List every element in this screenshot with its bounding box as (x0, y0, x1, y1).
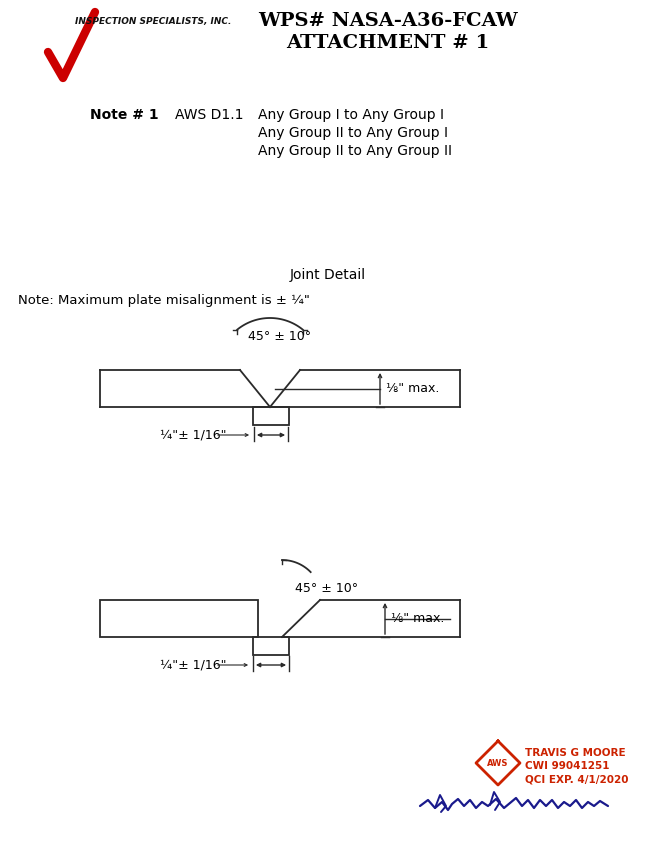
Text: ¼"± 1/16": ¼"± 1/16" (160, 659, 227, 672)
Text: 45° ± 10°: 45° ± 10° (295, 582, 358, 594)
Text: Any Group II to Any Group II: Any Group II to Any Group II (258, 144, 452, 158)
Text: WPS# NASA-A36-FCAW: WPS# NASA-A36-FCAW (258, 12, 518, 30)
Text: ATTACHMENT # 1: ATTACHMENT # 1 (287, 34, 490, 52)
Text: AWS D1.1: AWS D1.1 (175, 108, 244, 122)
Text: ⅛" max.: ⅛" max. (391, 612, 444, 625)
Text: QCI EXP. 4/1/2020: QCI EXP. 4/1/2020 (525, 774, 629, 784)
Text: AWS: AWS (487, 758, 509, 767)
Text: INSPECTION SPECIALISTS, INC.: INSPECTION SPECIALISTS, INC. (75, 17, 231, 26)
Text: ¼"± 1/16": ¼"± 1/16" (160, 428, 227, 442)
Text: CWI 99041251: CWI 99041251 (525, 761, 609, 771)
Text: Note # 1: Note # 1 (90, 108, 158, 122)
Bar (100, 600, 258, 637)
Text: Any Group II to Any Group I: Any Group II to Any Group I (258, 126, 448, 140)
Text: 45° ± 10°: 45° ± 10° (248, 330, 311, 343)
Text: Any Group I to Any Group I: Any Group I to Any Group I (258, 108, 444, 122)
Text: Note: Maximum plate misalignment is ± ¼": Note: Maximum plate misalignment is ± ¼" (18, 294, 310, 307)
Bar (253, 637, 289, 655)
Text: TRAVIS G MOORE: TRAVIS G MOORE (525, 748, 625, 758)
Text: Joint Detail: Joint Detail (290, 268, 366, 282)
Bar (253, 407, 289, 425)
Text: ⅛" max.: ⅛" max. (386, 382, 440, 395)
